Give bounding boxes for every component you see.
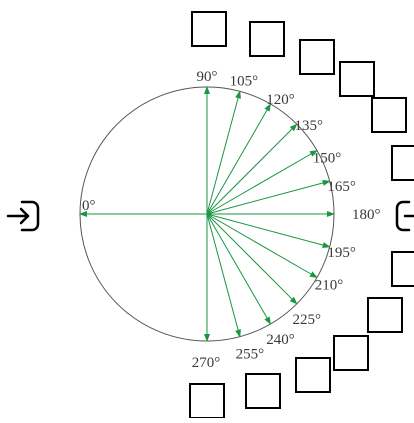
ray-195 — [206, 213, 331, 248]
ray-120 — [206, 103, 271, 215]
angle-label-135: 135° — [295, 118, 324, 134]
empty-box — [367, 297, 403, 333]
angle-label-225: 225° — [293, 312, 322, 328]
enter-icon — [6, 200, 40, 232]
ray-225 — [206, 213, 298, 305]
empty-box — [333, 335, 369, 371]
angle-label-240: 240° — [266, 332, 295, 348]
ray-135 — [206, 123, 298, 215]
empty-box — [189, 383, 225, 419]
angle-label-195: 195° — [327, 245, 356, 261]
ray-105 — [206, 90, 241, 215]
angle-label-120: 120° — [266, 92, 295, 108]
empty-box — [371, 97, 407, 133]
empty-box — [339, 61, 375, 97]
empty-box — [299, 39, 335, 75]
boxes-layer — [189, 11, 414, 419]
ray-240 — [206, 213, 271, 325]
angle-label-90: 90° — [197, 69, 218, 85]
angle-label-0: 0° — [82, 198, 96, 214]
ray-210 — [206, 213, 318, 278]
angle-label-180: 180° — [352, 207, 381, 223]
angle-label-270: 270° — [192, 355, 221, 371]
angle-label-105: 105° — [230, 73, 259, 89]
ray-165 — [206, 180, 331, 215]
empty-box — [295, 357, 331, 393]
empty-box — [391, 145, 414, 181]
angle-label-255: 255° — [236, 347, 265, 363]
labels-layer: 0° 90° 105° 120°135° 150° 165° 180° 195° 210° 225… — [82, 69, 381, 371]
empty-box — [191, 11, 227, 47]
angle-label-150: 150° — [313, 151, 342, 167]
exit-icon — [395, 200, 414, 232]
angle-label-210: 210° — [315, 278, 344, 294]
empty-box — [245, 373, 281, 409]
ray-150 — [206, 150, 318, 215]
empty-box — [249, 21, 285, 57]
rays-layer — [79, 86, 335, 342]
angle-label-165: 165° — [327, 179, 356, 195]
ray-255 — [206, 213, 241, 338]
empty-box — [391, 251, 414, 287]
